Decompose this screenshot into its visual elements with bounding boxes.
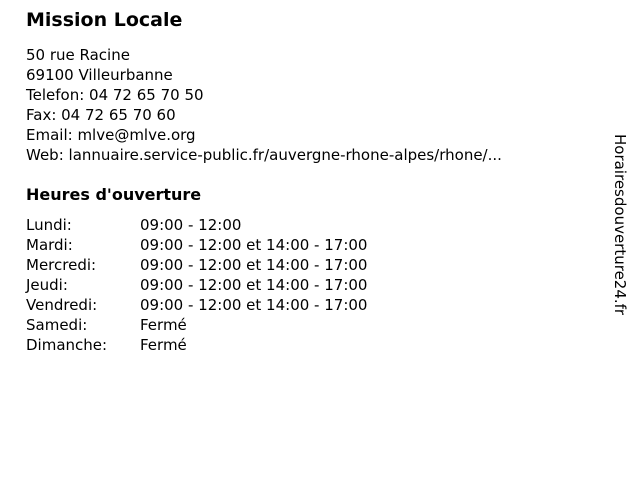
- hours-row-tuesday: Mardi: 09:00 - 12:00 et 14:00 - 17:00: [26, 235, 367, 255]
- day-label: Lundi:: [26, 216, 72, 234]
- hours-row-monday: Lundi: 09:00 - 12:00: [26, 215, 367, 235]
- day-label: Mardi:: [26, 236, 73, 254]
- hours-row-sunday: Dimanche: Fermé: [26, 335, 367, 355]
- hours-value: 09:00 - 12:00 et 14:00 - 17:00: [140, 296, 368, 314]
- hours-value: 09:00 - 12:00 et 14:00 - 17:00: [140, 256, 368, 274]
- hours-row-thursday: Jeudi: 09:00 - 12:00 et 14:00 - 17:00: [26, 275, 367, 295]
- day-label: Dimanche:: [26, 336, 108, 354]
- opening-hours-table: Lundi: 09:00 - 12:00 Mardi: 09:00 - 12:0…: [26, 215, 367, 355]
- hours-value: 09:00 - 12:00 et 14:00 - 17:00: [140, 236, 368, 254]
- day-label: Jeudi:: [26, 276, 68, 294]
- opening-hours-heading: Heures d'ouverture: [26, 185, 202, 204]
- main-content: Mission Locale 50 rue Racine 69100 Ville…: [26, 7, 502, 355]
- web-line: Web: lannuaire.service-public.fr/auvergn…: [26, 146, 502, 164]
- page-title: Mission Locale: [26, 9, 183, 31]
- hours-value: Fermé: [140, 316, 187, 334]
- day-label: Samedi:: [26, 316, 88, 334]
- hours-value: 09:00 - 12:00: [140, 216, 242, 234]
- hours-row-wednesday: Mercredi: 09:00 - 12:00 et 14:00 - 17:00: [26, 255, 367, 275]
- phone-line: Telefon: 04 72 65 70 50: [26, 86, 204, 104]
- fax-line: Fax: 04 72 65 70 60: [26, 106, 176, 124]
- site-watermark: Horairesdouverture24.fr: [611, 134, 629, 316]
- email-line: Email: mlve@mlve.org: [26, 126, 196, 144]
- contact-block: 50 rue Racine 69100 Villeurbanne Telefon…: [26, 45, 502, 165]
- day-label: Mercredi:: [26, 256, 97, 274]
- hours-value: Fermé: [140, 336, 187, 354]
- address-street-line: 50 rue Racine: [26, 46, 130, 64]
- day-label: Vendredi:: [26, 296, 98, 314]
- hours-row-saturday: Samedi: Fermé: [26, 315, 367, 335]
- hours-row-friday: Vendredi: 09:00 - 12:00 et 14:00 - 17:00: [26, 295, 367, 315]
- hours-value: 09:00 - 12:00 et 14:00 - 17:00: [140, 276, 368, 294]
- address-city-line: 69100 Villeurbanne: [26, 66, 173, 84]
